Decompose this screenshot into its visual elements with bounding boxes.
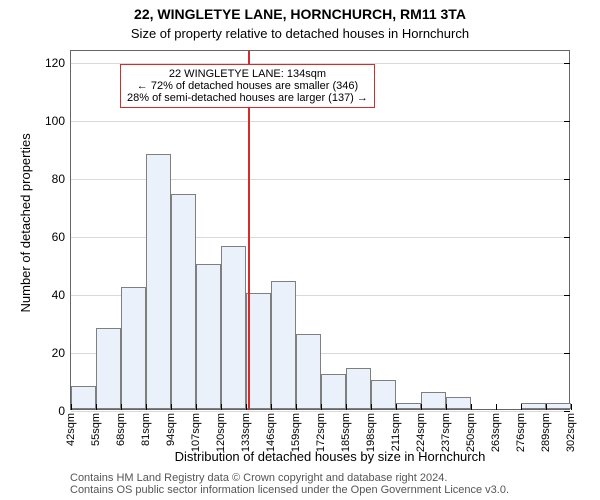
annotation-line: 22 WINGLETYE LANE: 134sqm [127, 68, 368, 80]
x-tick-label: 211sqm [390, 409, 402, 451]
y-tick-label: 120 [45, 56, 71, 70]
histogram-bar [96, 328, 121, 409]
x-tick-label: 107sqm [190, 409, 202, 452]
x-tick-mark [171, 404, 172, 410]
x-tick-label: 81sqm [140, 409, 152, 446]
x-tick-label: 120sqm [215, 409, 227, 452]
x-tick-label: 302sqm [565, 409, 577, 452]
gridline [71, 121, 569, 122]
x-tick-label: 185sqm [340, 409, 352, 452]
annotation-line: 28% of semi-detached houses are larger (… [127, 92, 368, 104]
x-tick-mark [71, 404, 72, 410]
x-tick-mark [321, 404, 322, 410]
x-axis-label: Distribution of detached houses by size … [70, 449, 590, 464]
x-tick-label: 263sqm [490, 409, 502, 452]
x-tick-label: 94sqm [165, 409, 177, 446]
histogram-bar [196, 264, 221, 409]
histogram-bar [346, 368, 371, 409]
figure-container: 22, WINGLETYE LANE, HORNCHURCH, RM11 3TA… [0, 0, 600, 500]
y-tick-mark [564, 121, 570, 122]
y-tick-mark [564, 237, 570, 238]
x-tick-mark [246, 404, 247, 410]
page-title: 22, WINGLETYE LANE, HORNCHURCH, RM11 3TA [0, 6, 600, 22]
histogram-bar [296, 334, 321, 409]
x-tick-mark [421, 404, 422, 410]
x-tick-mark [121, 404, 122, 410]
footer-line: Contains HM Land Registry data © Crown c… [70, 472, 590, 484]
y-tick-label: 20 [52, 346, 71, 360]
histogram-bar [446, 397, 471, 409]
x-tick-mark [271, 404, 272, 410]
histogram-bar [171, 194, 196, 409]
x-tick-mark [571, 404, 572, 410]
x-tick-mark [96, 404, 97, 410]
histogram-bar [271, 281, 296, 409]
annotation-box: 22 WINGLETYE LANE: 134sqm← 72% of detach… [120, 64, 375, 108]
y-tick-label: 80 [52, 172, 71, 186]
x-tick-mark [296, 404, 297, 410]
histogram-bar [371, 380, 396, 409]
x-tick-label: 276sqm [515, 409, 527, 452]
y-tick-label: 40 [52, 288, 71, 302]
x-tick-label: 68sqm [115, 409, 127, 446]
chart-subtitle: Size of property relative to detached ho… [0, 26, 600, 41]
x-tick-mark [471, 404, 472, 410]
y-tick-mark [564, 353, 570, 354]
y-tick-mark [564, 63, 570, 64]
footer-line: Contains OS public sector information li… [70, 484, 590, 496]
x-tick-mark [146, 404, 147, 410]
y-tick-label: 60 [52, 230, 71, 244]
x-tick-label: 172sqm [315, 409, 327, 452]
x-tick-label: 146sqm [265, 409, 277, 452]
histogram-bar [321, 374, 346, 409]
x-tick-mark [196, 404, 197, 410]
histogram-bar [421, 392, 446, 409]
x-tick-label: 250sqm [465, 409, 477, 452]
histogram-bar [71, 386, 96, 409]
x-tick-label: 133sqm [240, 409, 252, 452]
x-tick-label: 42sqm [65, 409, 77, 446]
histogram-bar [121, 287, 146, 409]
x-tick-mark [221, 404, 222, 410]
histogram-bar [146, 154, 171, 409]
histogram-bar [221, 246, 246, 409]
x-tick-label: 289sqm [540, 409, 552, 452]
x-tick-label: 224sqm [415, 409, 427, 452]
y-axis-label: Number of detached properties [18, 133, 33, 312]
x-tick-mark [446, 404, 447, 410]
y-tick-mark [564, 179, 570, 180]
y-tick-mark [564, 295, 570, 296]
x-tick-mark [396, 404, 397, 410]
y-tick-label: 100 [45, 114, 71, 128]
x-tick-mark [546, 404, 547, 410]
x-tick-label: 55sqm [90, 409, 102, 446]
x-tick-label: 159sqm [290, 409, 302, 452]
x-tick-label: 237sqm [440, 409, 452, 452]
footer-attribution: Contains HM Land Registry data © Crown c… [70, 472, 590, 496]
x-tick-mark [521, 404, 522, 410]
x-tick-label: 198sqm [365, 409, 377, 452]
annotation-line: ← 72% of detached houses are smaller (34… [127, 80, 368, 92]
x-tick-mark [496, 404, 497, 410]
x-tick-mark [371, 404, 372, 410]
x-tick-mark [346, 404, 347, 410]
